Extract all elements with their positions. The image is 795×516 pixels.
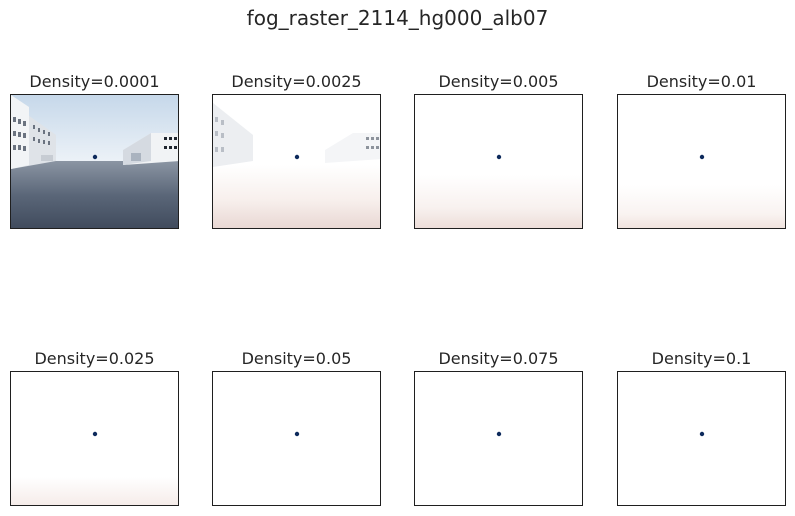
- center-marker: [294, 154, 300, 160]
- panel-image: [617, 371, 786, 506]
- panel-title: Density=0.025: [34, 349, 155, 368]
- center-marker: [699, 154, 705, 160]
- panel-title: Density=0.0001: [29, 72, 160, 91]
- panel-title: Density=0.075: [438, 349, 559, 368]
- center-marker: [92, 154, 98, 160]
- panel-title: Density=0.1: [651, 349, 752, 368]
- center-marker: [294, 431, 300, 437]
- center-marker: [699, 431, 705, 437]
- panel-image: [414, 371, 583, 506]
- panel-image: [212, 371, 381, 506]
- panel-title: Density=0.005: [438, 72, 559, 91]
- panel-image: [10, 371, 179, 506]
- center-marker: [496, 154, 502, 160]
- panel-image: [10, 94, 179, 229]
- panel-image: [414, 94, 583, 229]
- figure-title: fog_raster_2114_hg000_alb07: [246, 6, 549, 30]
- center-marker: [496, 431, 502, 437]
- center-marker: [92, 431, 98, 437]
- panel-title: Density=0.01: [646, 72, 757, 91]
- panel-title: Density=0.05: [241, 349, 352, 368]
- panel-title: Density=0.0025: [231, 72, 362, 91]
- panel-image: [617, 94, 786, 229]
- panel-image: [212, 94, 381, 229]
